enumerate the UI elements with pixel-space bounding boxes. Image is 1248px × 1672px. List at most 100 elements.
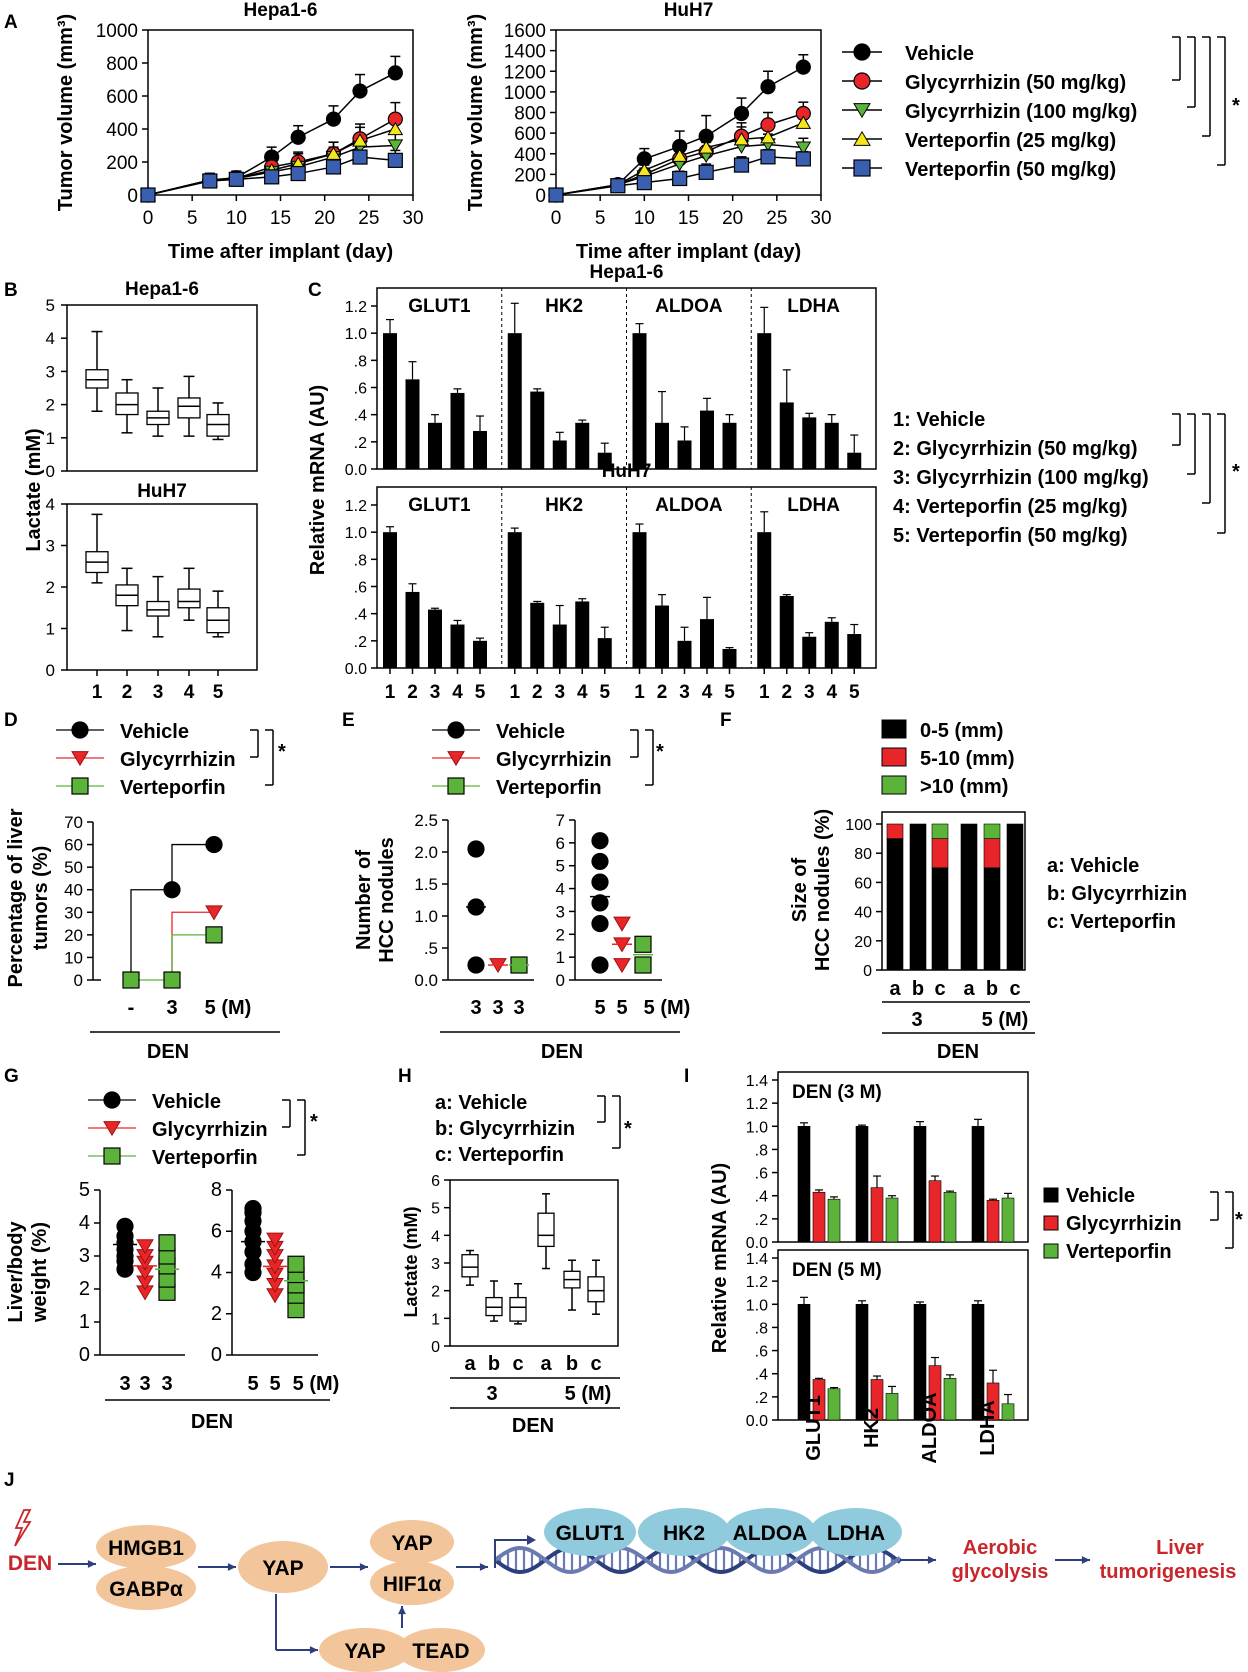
legend-D-label-2: Verteporfin [120, 777, 226, 799]
legend-E-label-0: Vehicle [496, 721, 565, 743]
bar-ALDOA-Vehicle [913, 1125, 927, 1243]
y-tick-label: 1.2 [746, 1274, 768, 1291]
legend-E-label-2: Verteporfin [496, 777, 602, 799]
bar-GLUT1-3 [428, 422, 442, 469]
x-tick-label: a [889, 978, 901, 1000]
y-tick-label: .2 [354, 435, 367, 452]
legend-A-marker-4 [853, 159, 871, 177]
chart-I2-title: DEN (5 M) [792, 1260, 882, 1281]
y-tick-label: 1 [431, 1311, 440, 1328]
panel-label-f: F [720, 710, 732, 731]
chart-E-right-y-tick-label: 0 [556, 971, 565, 990]
y-tick-label: .6 [354, 580, 367, 597]
bar-HK2-Verteporfin [885, 1393, 899, 1421]
legend-F-swatch-1 [881, 747, 907, 767]
chart-F-ylabel-2: HCC nodules (%) [812, 809, 834, 971]
data-point-0 [760, 79, 776, 95]
chart-G-left-y-tick-label: 2 [79, 1278, 90, 1300]
bar-HK2-5 [597, 638, 612, 668]
oval-yap-2 [370, 1520, 454, 1564]
data-point-4 [228, 171, 244, 187]
data-point-4 [698, 164, 714, 180]
y-tick-label: 3 [46, 362, 55, 381]
chart-D-y-tick-label: 70 [64, 813, 83, 832]
chart-C-ylabel: Relative mRNA (AU) [307, 385, 329, 575]
group-label-GLUT1: GLUT1 [408, 495, 471, 516]
bar-ALDOA-Verteporfin [943, 1191, 957, 1243]
x-tick-label: 5 (M) [205, 997, 252, 1019]
chart-D-y-tick-label: 50 [64, 858, 83, 877]
y-tick-label: 1400 [504, 42, 546, 63]
x-tick-label: b [488, 1353, 500, 1375]
data-point-1 [760, 117, 776, 133]
x-tick-label: 4 [452, 682, 463, 703]
x-tick-label: 1 [634, 682, 645, 703]
chart-D-y-tick-label: 10 [64, 948, 83, 967]
data-point-0 [795, 59, 811, 75]
y-tick-label: 1000 [504, 83, 546, 104]
data-point-4 [264, 169, 280, 185]
bar-GLUT1-4 [450, 392, 465, 469]
legend-A-label-3: Verteporfin (25 mg/kg) [905, 130, 1116, 152]
x-tick-label: 1 [509, 682, 520, 703]
data-point-4 [140, 187, 156, 203]
key-F-2: c: Verteporfin [1047, 911, 1176, 933]
box-2 [509, 1296, 527, 1322]
oval-gabpa [96, 1566, 196, 1610]
x-tick-label: 5 [213, 682, 224, 703]
y-tick-label: 0 [127, 186, 138, 207]
bar-GLUT1-Glycyrrhizin [812, 1191, 826, 1243]
bar-LDHA-5 [847, 634, 862, 668]
x-tick-label: c [934, 978, 945, 1000]
x-tick-label: c [512, 1353, 523, 1375]
box-1 [115, 392, 139, 416]
bar-ALDOA-Verteporfin [943, 1378, 957, 1421]
pathway-aerobic-2: glycolysis [952, 1561, 1049, 1583]
x-tick-label: c [590, 1353, 601, 1375]
x-tick-label: 4 [577, 682, 588, 703]
legend-I-label-1: Glycyrrhizin [1066, 1213, 1182, 1235]
chart-B2-title: HuH7 [137, 481, 187, 502]
y-tick-label: 1.4 [746, 1073, 768, 1090]
x-tick-label: GLUT1 [803, 1395, 825, 1461]
den-label: DEN [937, 1041, 979, 1063]
bar-HK2-1 [507, 333, 522, 469]
bar-HK2-Vehicle [855, 1125, 869, 1243]
legend-D-marker-2 [71, 777, 89, 795]
panel-label-i: I [684, 1066, 689, 1087]
legend-A-label-2: Glycyrrhizin (100 mg/kg) [905, 101, 1137, 123]
chart-A2-title: HuH7 [664, 0, 714, 21]
chart-D-y-tick-label: 30 [64, 903, 83, 922]
chart-E-left-y-tick-label: 2.5 [414, 811, 438, 830]
y-tick-label: 2 [46, 578, 55, 597]
bar-ALDOA-3 [677, 440, 692, 469]
arrow-tead-head [398, 1606, 406, 1615]
data-point [613, 958, 631, 974]
bar-HK2-2 [530, 602, 545, 668]
y-tick-label: 0.0 [746, 1413, 768, 1430]
box-4 [206, 413, 230, 437]
pathway-liver-1: Liver [1156, 1537, 1204, 1559]
legend-C-label-0: 1: Vehicle [893, 409, 985, 431]
x-tick-label: 5 [475, 682, 486, 703]
data-point [591, 914, 609, 933]
chart-G-right-y-tick-label: 4 [211, 1262, 222, 1284]
chart-H-ylabel: Lactate (mM) [401, 1206, 421, 1317]
data-point-4 [548, 187, 564, 203]
chart-E-ylabel-1: Number of [353, 850, 375, 950]
key-H-1: b: Glycyrrhizin [435, 1118, 575, 1140]
chart-I1-title: DEN (3 M) [792, 1082, 882, 1103]
bar-b-2 [983, 823, 1001, 839]
legend-E-marker-2 [447, 777, 465, 795]
y-tick-label: 0 [431, 1339, 440, 1356]
data-point-4 [733, 157, 750, 173]
bar-a-1 [886, 823, 904, 839]
chart-B1-title: Hepa1-6 [125, 279, 199, 300]
y-tick-label: 2 [431, 1284, 440, 1301]
significance-star-A: * [1232, 95, 1240, 117]
y-tick-label: .4 [755, 1189, 768, 1206]
x-tick-label: 3 [161, 1373, 172, 1395]
bar-HK2-Glycyrrhizin [870, 1187, 884, 1243]
tss-arrow-head [527, 1535, 536, 1545]
